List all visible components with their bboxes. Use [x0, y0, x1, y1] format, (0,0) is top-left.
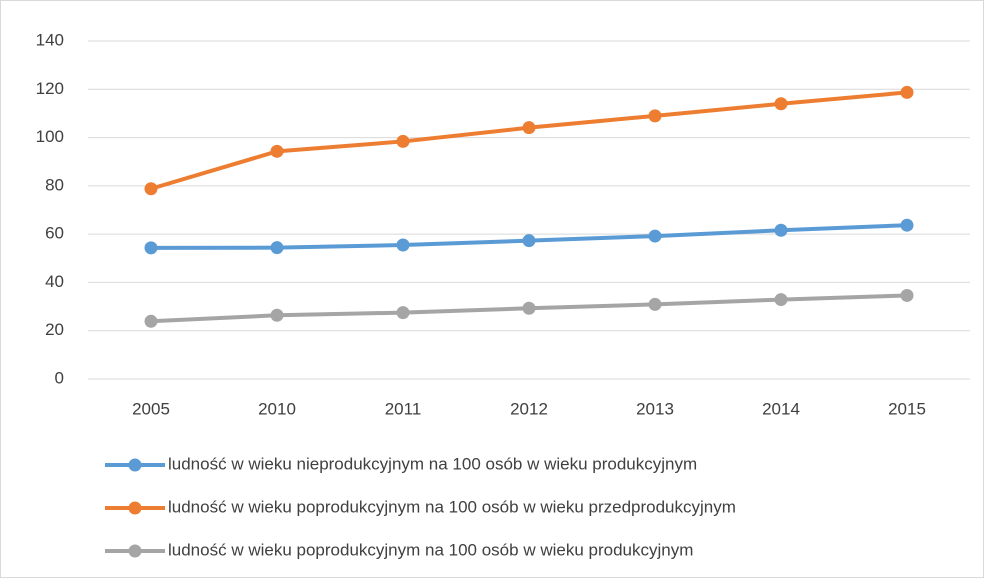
- legend-marker: [128, 501, 142, 515]
- x-tick-label: 2015: [888, 399, 926, 418]
- legend-label: ludność w wieku nieprodukcyjnym na 100 o…: [168, 454, 697, 473]
- data-point: [522, 301, 536, 315]
- data-point: [900, 288, 914, 302]
- y-tick-label: 120: [36, 79, 64, 98]
- data-point: [648, 229, 662, 243]
- data-point: [144, 182, 158, 196]
- data-point: [270, 308, 284, 322]
- data-point: [396, 306, 410, 320]
- x-tick-label: 2005: [132, 399, 170, 418]
- y-tick-label: 80: [45, 175, 64, 194]
- data-point: [144, 314, 158, 328]
- x-tick-label: 2010: [258, 399, 296, 418]
- data-point: [774, 223, 788, 237]
- x-tick-label: 2013: [636, 399, 674, 418]
- y-tick-label: 20: [45, 320, 64, 339]
- data-point: [648, 297, 662, 311]
- data-point: [522, 234, 536, 248]
- legend-label: ludność w wieku poprodukcyjnym na 100 os…: [168, 497, 736, 516]
- data-point: [270, 241, 284, 255]
- x-tick-label: 2011: [385, 399, 422, 418]
- data-point: [900, 85, 914, 99]
- data-point: [270, 144, 284, 158]
- y-tick-label: 140: [36, 30, 64, 49]
- data-point: [900, 218, 914, 232]
- data-point: [774, 97, 788, 111]
- data-point: [144, 241, 158, 255]
- y-tick-label: 40: [45, 272, 64, 291]
- data-point: [396, 134, 410, 148]
- x-tick-label: 2014: [762, 399, 800, 418]
- legend-label: ludność w wieku poprodukcyjnym na 100 os…: [168, 540, 693, 559]
- y-tick-label: 100: [36, 127, 64, 146]
- y-tick-label: 0: [55, 368, 64, 387]
- data-point: [774, 293, 788, 307]
- y-tick-label: 60: [45, 224, 64, 243]
- legend-marker: [128, 458, 142, 472]
- data-point: [522, 121, 536, 135]
- legend-marker: [128, 544, 142, 558]
- data-point: [648, 109, 662, 123]
- x-tick-label: 2012: [510, 399, 548, 418]
- data-point: [396, 238, 410, 252]
